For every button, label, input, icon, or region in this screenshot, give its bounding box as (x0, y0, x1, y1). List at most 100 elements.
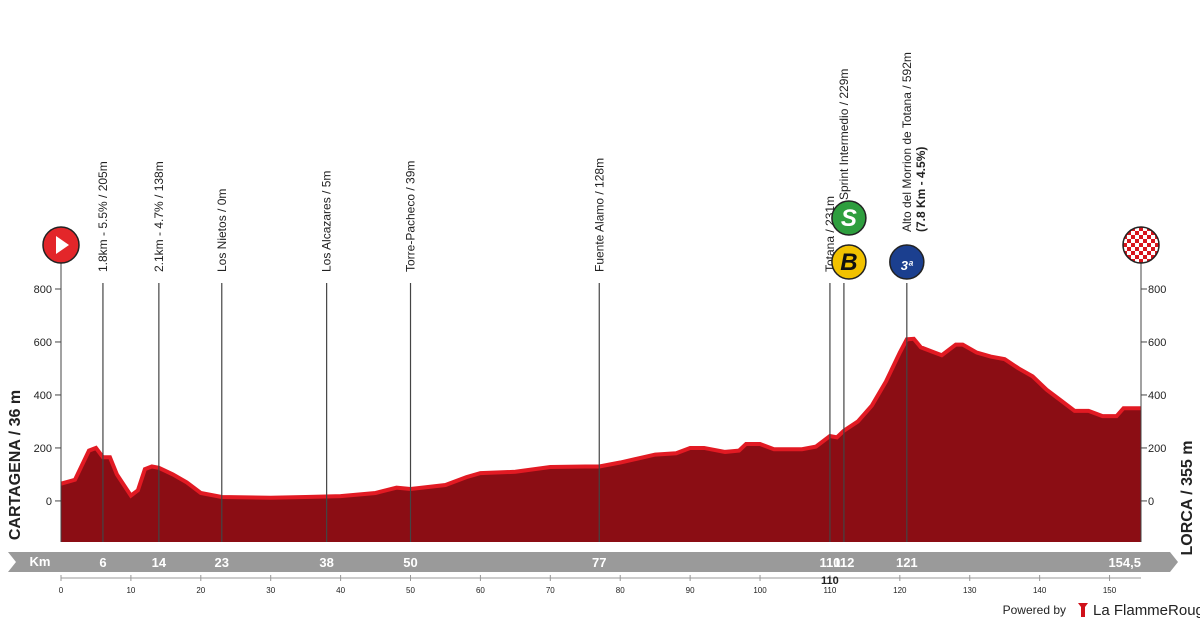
finish-check (1143, 235, 1147, 239)
y-tick-label: 400 (34, 390, 52, 402)
x-tick-label: 110 (824, 586, 837, 595)
waypoint-icon-text: S (841, 205, 857, 232)
waypoint-icon-text: 3ª (901, 258, 914, 273)
finish-check (1151, 251, 1155, 255)
finish-check (1131, 251, 1135, 255)
finish-check (1139, 247, 1143, 251)
finish-check (1131, 255, 1135, 259)
finish-check (1151, 247, 1155, 251)
x-tick-label: 120 (893, 586, 907, 595)
finish-check (1139, 243, 1143, 247)
finish-check (1147, 247, 1151, 251)
km-strip (8, 552, 1178, 572)
finish-check (1127, 243, 1131, 247)
finish-check (1155, 227, 1159, 231)
y-tick-label: 600 (34, 337, 52, 349)
x-tick-label: 130 (963, 586, 977, 595)
x-tick-label: 100 (753, 586, 767, 595)
finish-check (1155, 259, 1159, 263)
finish-check (1123, 247, 1127, 251)
finish-check (1139, 235, 1143, 239)
finish-check (1127, 251, 1131, 255)
waypoint-label: Los Alcazares / 5m (320, 171, 334, 272)
finish-check (1147, 255, 1151, 259)
finish-check (1143, 259, 1147, 263)
x-tick-label: 60 (476, 586, 485, 595)
profile-edge (60, 336, 1141, 500)
finish-check (1147, 243, 1151, 247)
finish-check (1127, 247, 1131, 251)
x-tick-label: 70 (546, 586, 555, 595)
km-label: 112 (833, 555, 854, 570)
finish-check (1131, 239, 1135, 243)
finish-check (1123, 227, 1127, 231)
finish-check (1143, 251, 1147, 255)
finish-check (1127, 239, 1131, 243)
finish-check (1143, 239, 1147, 243)
finish-check (1151, 235, 1155, 239)
waypoint-label: 1.8km - 5.5% / 205m (96, 161, 110, 272)
y-tick-label-right: 400 (1148, 390, 1166, 402)
waypoint-label: Alto del Morrion de Totana / 592m (900, 52, 914, 232)
y-tick-label-right: 0 (1148, 496, 1154, 508)
finish-check (1135, 259, 1139, 263)
finish-check (1143, 227, 1147, 231)
x-tick-label: 20 (196, 586, 205, 595)
y-tick-label-right: 600 (1148, 337, 1166, 349)
finish-check (1135, 235, 1139, 239)
profile-area (61, 338, 1141, 542)
km-label: 50 (403, 555, 417, 570)
finish-check (1151, 239, 1155, 243)
waypoint-icon-text: B (840, 249, 857, 276)
x-tick-label: 80 (616, 586, 625, 595)
finish-check (1139, 231, 1143, 235)
finish-check (1139, 251, 1143, 255)
powered-by: Powered by (1003, 603, 1066, 617)
finish-name: LORCA / 355 m (1179, 441, 1196, 556)
km-label: 110 (819, 555, 840, 570)
waypoint-label: 2.1km - 4.7% / 138m (152, 161, 166, 272)
finish-check (1123, 239, 1127, 243)
finish-check (1143, 255, 1147, 259)
finish-check (1135, 255, 1139, 259)
km-label: 77 (592, 555, 606, 570)
y-tick-label-right: 800 (1148, 284, 1166, 296)
start-arrow (56, 236, 69, 254)
finish-check (1155, 247, 1159, 251)
finish-check (1155, 239, 1159, 243)
finish-check (1131, 243, 1135, 247)
km-label: 154,5 (1108, 555, 1141, 570)
finish-check (1131, 235, 1135, 239)
y-tick-label: 0 (46, 496, 52, 508)
km-label: 14 (152, 555, 167, 570)
y-tick-label: 200 (34, 443, 52, 455)
x-tick-label: 30 (266, 586, 275, 595)
y-tick-label: 800 (34, 284, 52, 296)
waypoint-label: Torre-Pacheco / 39m (404, 161, 418, 272)
x-label: Km (30, 554, 51, 569)
x-tick-label: 90 (686, 586, 695, 595)
finish-check (1131, 247, 1135, 251)
finish-check (1139, 255, 1143, 259)
km-label-below: 110 (821, 575, 839, 587)
y-tick-label-right: 200 (1148, 443, 1166, 455)
finish-check (1147, 251, 1151, 255)
waypoint-label: Fuente Alamo / 128m (592, 158, 606, 272)
finish-check (1143, 247, 1147, 251)
brand: La FlammeRouge (1093, 602, 1200, 619)
km-label: 23 (215, 555, 229, 570)
finish-check (1151, 231, 1155, 235)
waypoint-label: Los Nietos / 0m (215, 189, 229, 272)
waypoint-icon (889, 244, 925, 280)
x-tick-label: 140 (1033, 586, 1047, 595)
km-label: 38 (319, 555, 333, 570)
finish-check (1155, 243, 1159, 247)
finish-check (1151, 243, 1155, 247)
start-name: CARTAGENA / 36 m (7, 390, 24, 540)
finish-check (1135, 243, 1139, 247)
finish-check (1127, 235, 1131, 239)
finish-check (1147, 239, 1151, 243)
finish-check (1147, 235, 1151, 239)
finish-check (1123, 259, 1127, 263)
